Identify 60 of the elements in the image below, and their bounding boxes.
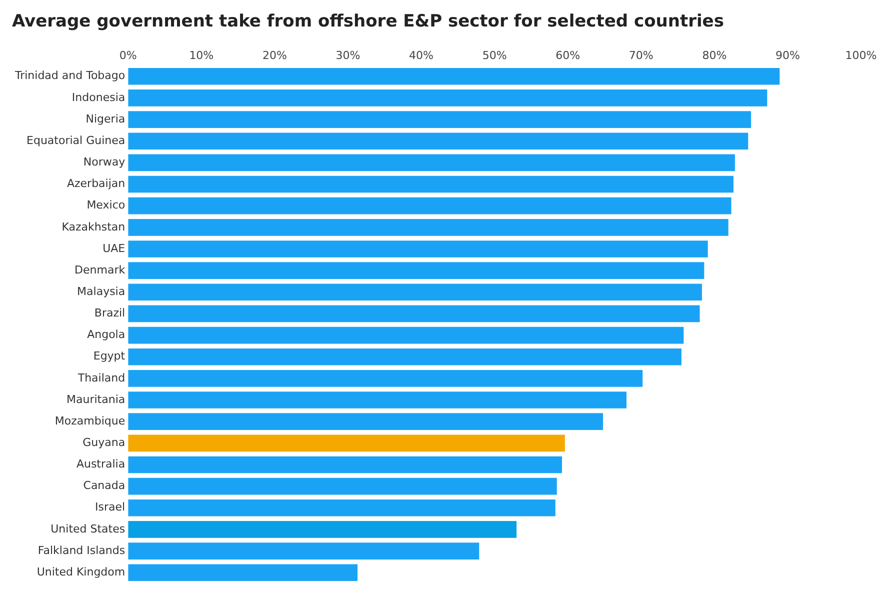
bar — [128, 521, 517, 538]
bar — [128, 348, 682, 366]
y-tick-label: United Kingdom — [36, 565, 126, 578]
x-tick-label: 40% — [409, 48, 434, 62]
bar — [128, 154, 735, 172]
x-tick-label: 0% — [119, 48, 137, 62]
x-tick-label: 10% — [189, 48, 214, 62]
x-tick-label: 100% — [845, 48, 877, 62]
bar — [128, 284, 702, 301]
bar — [128, 370, 643, 387]
bar — [128, 564, 358, 582]
x-tick-label: 50% — [482, 48, 507, 62]
bar — [128, 478, 557, 495]
y-tick-label: Norway — [83, 156, 126, 169]
bar — [128, 197, 732, 214]
y-tick-label: Trinidad and Tobago — [14, 69, 126, 82]
bar — [128, 326, 684, 344]
y-tick-label: Nigeria — [86, 112, 126, 126]
y-tick-label: Egypt — [93, 350, 126, 363]
bar — [128, 219, 728, 236]
chart-title: Average government take from offshore E&P sector for selected countries — [12, 12, 724, 32]
y-tick-label: Malaysia — [77, 284, 126, 298]
y-tick-label: Azerbaijan — [66, 177, 126, 190]
bar — [128, 413, 604, 430]
y-tick-label: Guyana — [82, 436, 126, 450]
bar — [128, 176, 734, 193]
x-tick-label: 60% — [556, 48, 580, 62]
bar — [128, 434, 565, 452]
y-tick-label: Mozambique — [54, 414, 126, 428]
x-tick-label: 70% — [628, 48, 654, 62]
y-tick-label: Denmark — [74, 263, 126, 276]
y-tick-label: Australia — [76, 458, 126, 471]
bar — [128, 111, 752, 128]
bar — [128, 90, 768, 106]
x-tick-label: 80% — [702, 48, 727, 62]
y-tick-label: Canada — [83, 479, 126, 492]
y-tick-label: Indonesia — [72, 90, 126, 104]
bar — [128, 68, 780, 85]
bar — [128, 542, 480, 560]
bar — [128, 392, 626, 408]
x-tick-label: 20% — [262, 48, 287, 62]
y-tick-label: Thailand — [76, 371, 126, 384]
bar — [128, 456, 562, 474]
x-tick-label: 30% — [336, 48, 360, 62]
bar — [128, 262, 704, 279]
y-tick-label: UAE — [102, 242, 126, 255]
y-tick-label: Brazil — [94, 306, 126, 320]
x-tick-label: 90% — [775, 48, 800, 62]
y-tick-label: Angola — [87, 328, 126, 342]
y-tick-label: Kazakhstan — [62, 220, 126, 234]
y-tick-label: United States — [50, 522, 126, 536]
bar — [128, 240, 708, 258]
y-tick-label: Israel — [95, 500, 126, 514]
bar — [128, 132, 748, 150]
y-tick-label: Mexico — [86, 198, 126, 212]
y-tick-label: Equatorial Guinea — [26, 134, 126, 147]
y-tick-label: Falkland Islands — [38, 544, 126, 557]
bar — [128, 305, 700, 322]
y-tick-label: Mauritania — [66, 392, 126, 406]
bar — [128, 499, 556, 516]
